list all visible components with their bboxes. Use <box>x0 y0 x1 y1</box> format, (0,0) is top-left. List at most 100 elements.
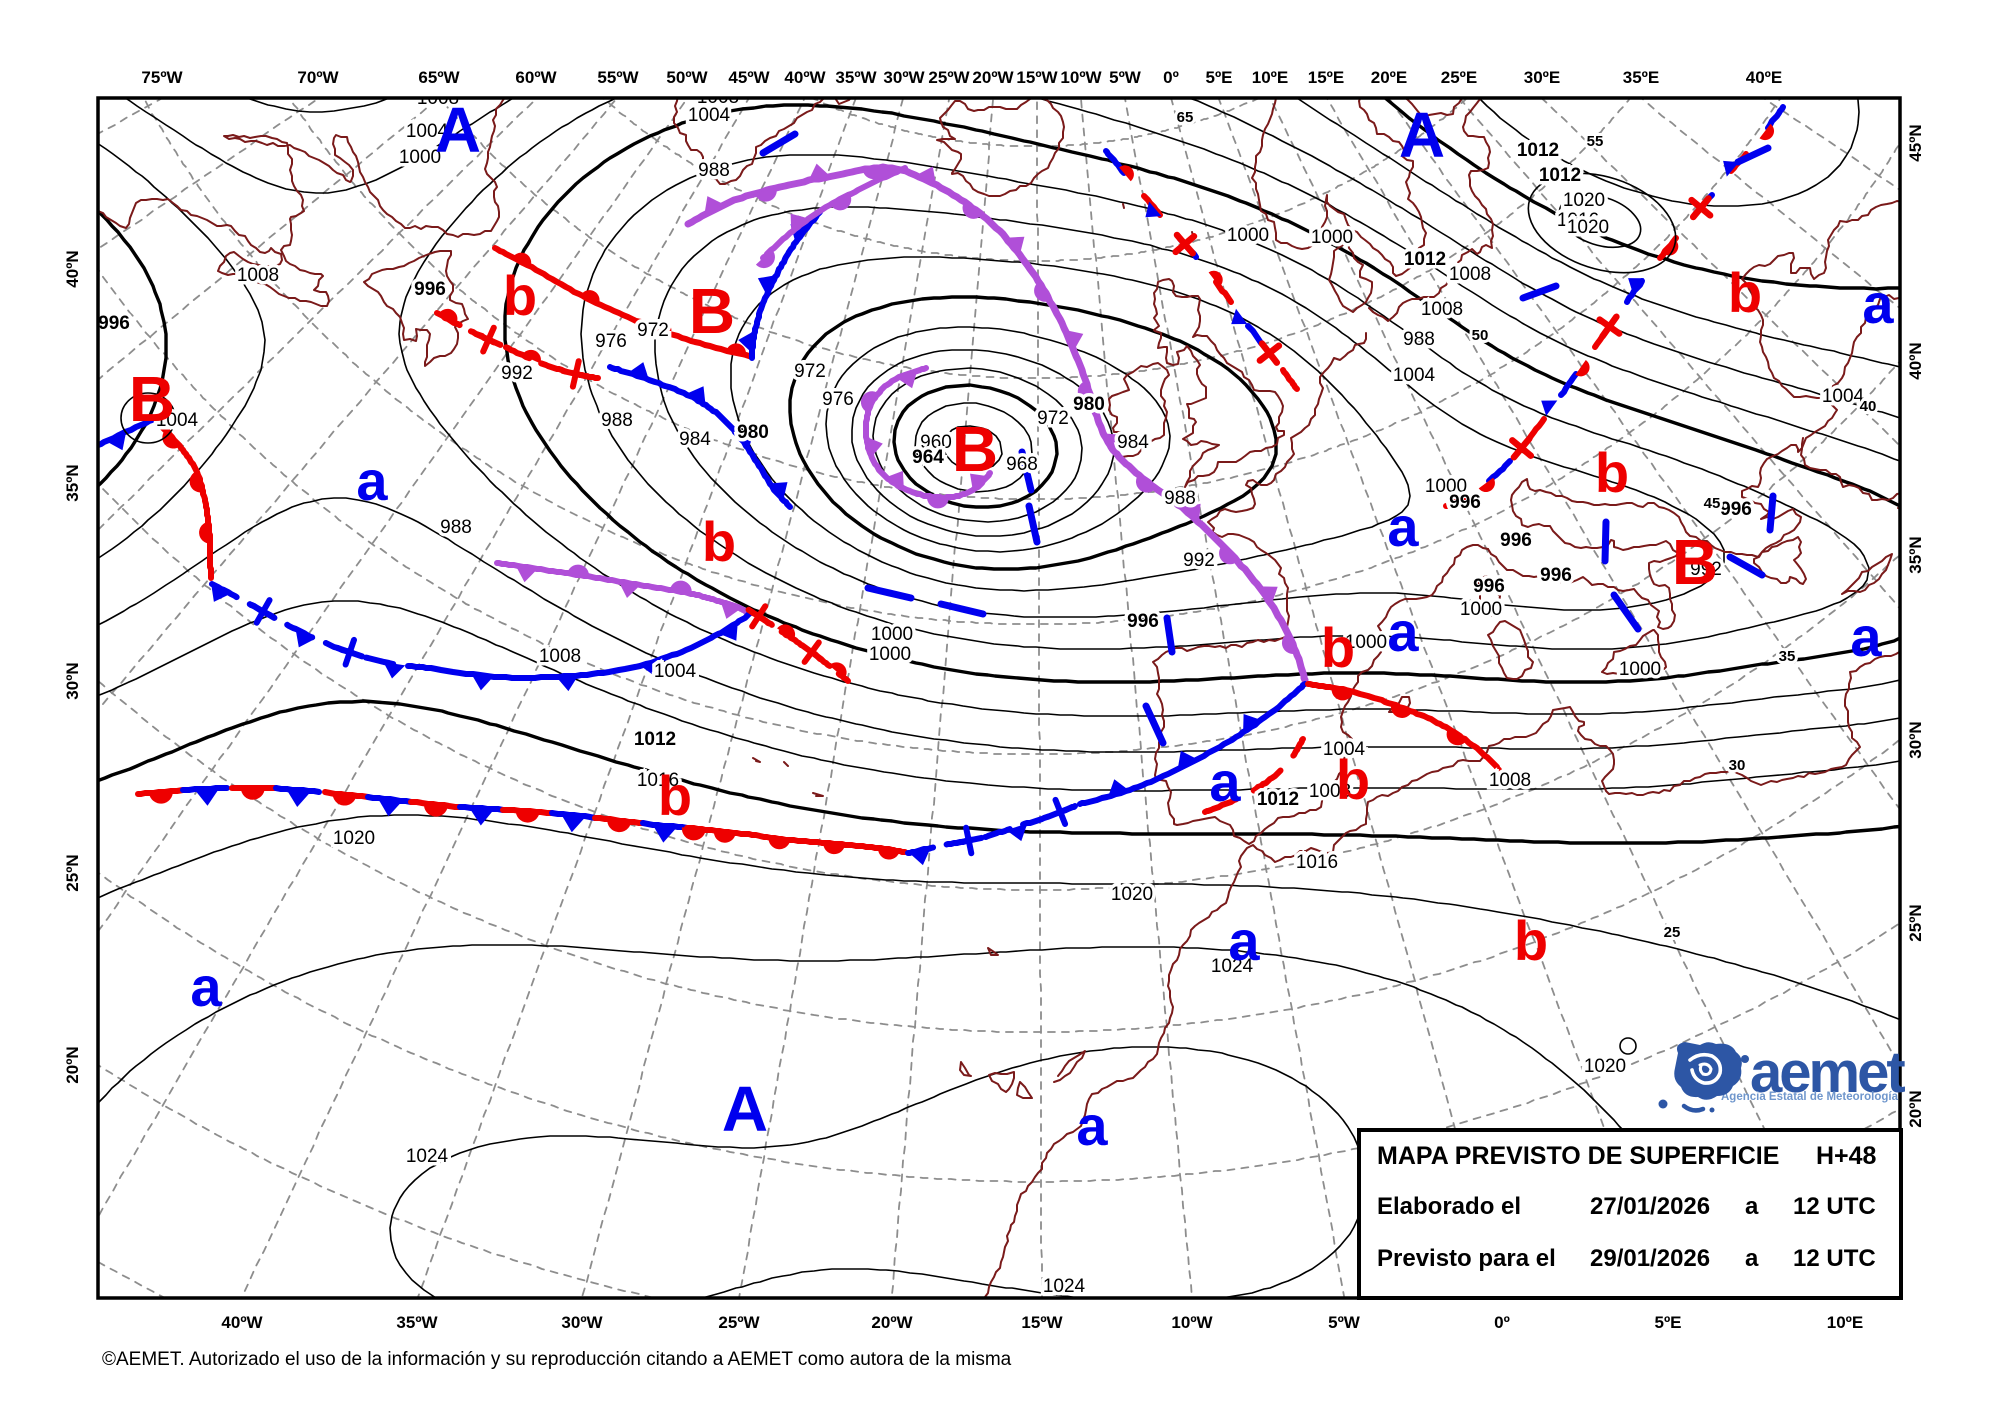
svg-text:25ºE: 25ºE <box>1441 68 1477 87</box>
svg-text:1024: 1024 <box>1211 956 1254 977</box>
svg-text:984: 984 <box>1117 432 1149 453</box>
svg-text:0º: 0º <box>1494 1313 1510 1332</box>
svg-text:0º: 0º <box>1163 68 1179 87</box>
svg-text:1004: 1004 <box>1393 365 1436 386</box>
svg-text:45: 45 <box>1704 495 1721 512</box>
svg-text:1012: 1012 <box>1404 249 1446 270</box>
svg-text:25ºW: 25ºW <box>718 1313 760 1332</box>
svg-text:25ºN: 25ºN <box>63 854 82 891</box>
svg-text:1000: 1000 <box>1345 632 1387 653</box>
svg-text:1004: 1004 <box>156 410 199 431</box>
svg-text:1000: 1000 <box>1227 225 1269 246</box>
svg-text:980: 980 <box>1073 394 1105 415</box>
svg-text:a: a <box>356 449 388 512</box>
svg-text:75ºW: 75ºW <box>141 68 183 87</box>
svg-text:a: a <box>1862 272 1894 335</box>
svg-text:20ºE: 20ºE <box>1371 68 1407 87</box>
svg-text:1008: 1008 <box>539 646 581 667</box>
svg-text:25ºN: 25ºN <box>1906 904 1925 941</box>
svg-text:15ºE: 15ºE <box>1308 68 1344 87</box>
svg-text:20ºN: 20ºN <box>1906 1090 1925 1127</box>
svg-text:a: a <box>1745 1245 1759 1272</box>
svg-text:30ºW: 30ºW <box>883 68 925 87</box>
svg-text:976: 976 <box>595 331 627 352</box>
svg-text:996: 996 <box>414 279 446 300</box>
svg-text:1000: 1000 <box>1460 599 1502 620</box>
svg-text:988: 988 <box>440 517 472 538</box>
svg-text:B: B <box>952 413 998 485</box>
svg-text:996: 996 <box>1473 576 1505 597</box>
svg-text:5ºE: 5ºE <box>1654 1313 1681 1332</box>
svg-text:1008: 1008 <box>1421 299 1463 320</box>
svg-text:12 UTC: 12 UTC <box>1793 1193 1876 1220</box>
svg-text:968: 968 <box>1006 454 1038 475</box>
svg-text:A: A <box>1399 99 1445 171</box>
svg-text:40ºE: 40ºE <box>1746 68 1782 87</box>
svg-text:10ºW: 10ºW <box>1060 68 1102 87</box>
svg-text:992: 992 <box>1183 550 1215 571</box>
svg-text:35: 35 <box>1779 648 1796 665</box>
svg-text:45ºW: 45ºW <box>728 68 770 87</box>
svg-text:Elaborado el: Elaborado el <box>1377 1193 1521 1220</box>
svg-text:960: 960 <box>920 432 952 453</box>
svg-text:996: 996 <box>1500 530 1532 551</box>
svg-text:a: a <box>1228 909 1260 972</box>
svg-text:40ºN: 40ºN <box>63 250 82 287</box>
svg-text:a: a <box>1387 600 1419 663</box>
svg-text:a: a <box>190 955 222 1018</box>
svg-text:1016: 1016 <box>1557 210 1599 231</box>
svg-text:1020: 1020 <box>333 828 375 849</box>
svg-text:35ºE: 35ºE <box>1623 68 1659 87</box>
svg-text:Agencia Estatal de Meteorologí: Agencia Estatal de Meteorología <box>1721 1091 1899 1103</box>
svg-text:1012: 1012 <box>1517 140 1559 161</box>
svg-text:45ºN: 45ºN <box>1906 124 1925 161</box>
svg-text:25: 25 <box>1664 924 1681 941</box>
svg-text:35ºN: 35ºN <box>1906 536 1925 573</box>
svg-text:B: B <box>689 275 735 347</box>
svg-text:1008: 1008 <box>1449 264 1491 285</box>
svg-text:B: B <box>1672 526 1718 598</box>
svg-text:©AEMET. Autorizado el uso de l: ©AEMET. Autorizado el uso de la informac… <box>102 1349 1012 1370</box>
svg-text:30: 30 <box>1729 757 1746 774</box>
svg-text:b: b <box>1595 441 1629 504</box>
svg-text:996: 996 <box>1540 565 1572 586</box>
svg-text:972: 972 <box>637 320 669 341</box>
svg-text:60ºW: 60ºW <box>515 68 557 87</box>
svg-text:25ºW: 25ºW <box>928 68 970 87</box>
svg-text:1000: 1000 <box>871 624 913 645</box>
svg-text:1024: 1024 <box>406 1146 449 1167</box>
svg-text:1020: 1020 <box>1567 217 1609 238</box>
svg-text:12 UTC: 12 UTC <box>1793 1245 1876 1272</box>
svg-text:a: a <box>1076 1094 1108 1157</box>
svg-text:a: a <box>1387 495 1419 558</box>
svg-text:980: 980 <box>737 422 769 443</box>
svg-text:972: 972 <box>1037 408 1069 429</box>
svg-text:10ºE: 10ºE <box>1827 1313 1863 1332</box>
svg-text:972: 972 <box>794 361 826 382</box>
svg-text:40ºW: 40ºW <box>221 1313 263 1332</box>
svg-text:MAPA PREVISTO DE SUPERFICIE: MAPA PREVISTO DE SUPERFICIE <box>1377 1142 1779 1170</box>
svg-text:5ºW: 5ºW <box>1328 1313 1361 1332</box>
svg-text:996: 996 <box>98 313 130 334</box>
svg-text:b: b <box>1321 616 1355 679</box>
svg-text:65: 65 <box>1177 109 1194 126</box>
svg-text:35ºW: 35ºW <box>396 1313 438 1332</box>
svg-text:1000: 1000 <box>869 644 911 665</box>
svg-text:50ºW: 50ºW <box>666 68 708 87</box>
svg-text:1020: 1020 <box>1563 190 1605 211</box>
svg-text:10ºW: 10ºW <box>1171 1313 1213 1332</box>
svg-text:50: 50 <box>1472 327 1489 344</box>
svg-text:35ºW: 35ºW <box>835 68 877 87</box>
svg-text:1004: 1004 <box>406 121 449 142</box>
svg-text:1004: 1004 <box>688 105 731 126</box>
svg-text:20ºN: 20ºN <box>63 1046 82 1083</box>
svg-text:b: b <box>658 764 692 827</box>
svg-text:1000: 1000 <box>1425 476 1467 497</box>
svg-text:H+48: H+48 <box>1816 1142 1877 1170</box>
svg-text:b: b <box>1514 909 1548 972</box>
svg-text:996: 996 <box>1720 499 1752 520</box>
svg-text:55ºW: 55ºW <box>597 68 639 87</box>
svg-text:1000: 1000 <box>1311 227 1353 248</box>
svg-text:1000: 1000 <box>399 147 441 168</box>
svg-text:1020: 1020 <box>1584 1056 1626 1077</box>
